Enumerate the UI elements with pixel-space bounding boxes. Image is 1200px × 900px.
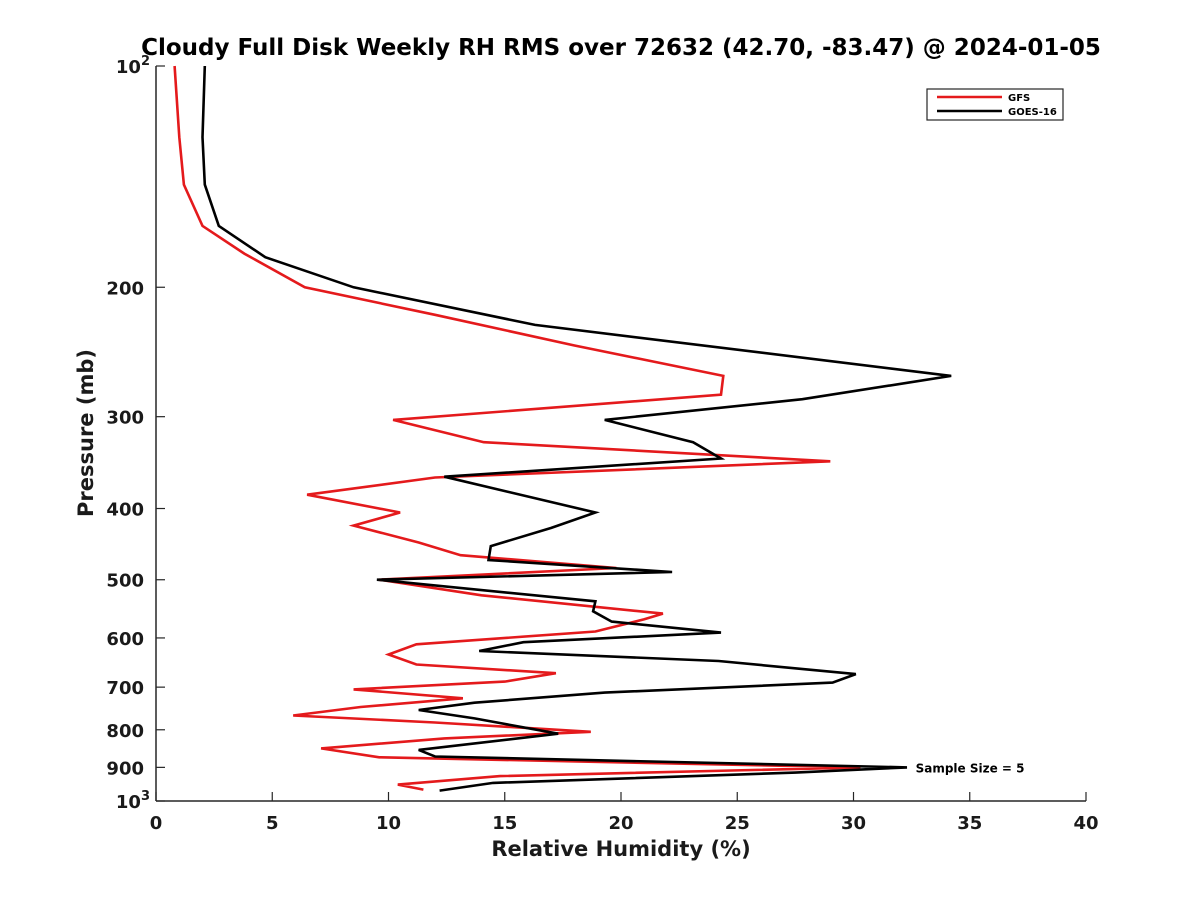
legend-label-gfs: GFS bbox=[1008, 93, 1030, 104]
y-tick-label: 200 bbox=[106, 278, 144, 299]
y-axis-label: Pressure (mb) bbox=[74, 349, 98, 517]
x-tick-label: 0 bbox=[150, 813, 163, 834]
series-layer bbox=[173, 65, 952, 792]
sample-size-annotation: Sample Size = 5 bbox=[916, 761, 1025, 775]
y-tick-label: 600 bbox=[106, 629, 144, 650]
x-tick-label: 10 bbox=[376, 813, 401, 834]
y-tick-label: 800 bbox=[106, 721, 144, 742]
legend: GFS GOES-16 bbox=[926, 88, 1064, 121]
plot-area bbox=[156, 66, 1086, 801]
x-tick-label: 20 bbox=[608, 813, 633, 834]
x-tick-label: 30 bbox=[841, 813, 866, 834]
x-axis-label: Relative Humidity (%) bbox=[491, 837, 750, 861]
x-tick-label: 25 bbox=[725, 813, 750, 834]
series-line-gfs bbox=[173, 65, 861, 791]
y-tick-label: 300 bbox=[106, 408, 144, 429]
series-line-goes16 bbox=[201, 65, 952, 792]
y-tick-label-power: 103 bbox=[116, 789, 150, 813]
chart-title: Cloudy Full Disk Weekly RH RMS over 7263… bbox=[141, 35, 1101, 61]
legend-label-goes16: GOES-16 bbox=[1008, 107, 1057, 118]
y-tick-label: 700 bbox=[106, 678, 144, 699]
x-tick-label: 40 bbox=[1073, 813, 1098, 834]
y-tick-label: 500 bbox=[106, 571, 144, 592]
y-tick-label: 400 bbox=[106, 500, 144, 521]
x-tick-label: 15 bbox=[492, 813, 517, 834]
x-ticks: 0 5 10 15 20 25 30 35 40 bbox=[150, 792, 1099, 834]
y-ticks: 200 300 400 500 600 700 800 900 102 103 bbox=[106, 54, 165, 813]
y-tick-label-power: 102 bbox=[116, 54, 150, 78]
legend-box bbox=[926, 88, 1064, 121]
x-tick-label: 5 bbox=[266, 813, 279, 834]
y-tick-label: 900 bbox=[106, 758, 144, 779]
x-tick-label: 35 bbox=[957, 813, 982, 834]
